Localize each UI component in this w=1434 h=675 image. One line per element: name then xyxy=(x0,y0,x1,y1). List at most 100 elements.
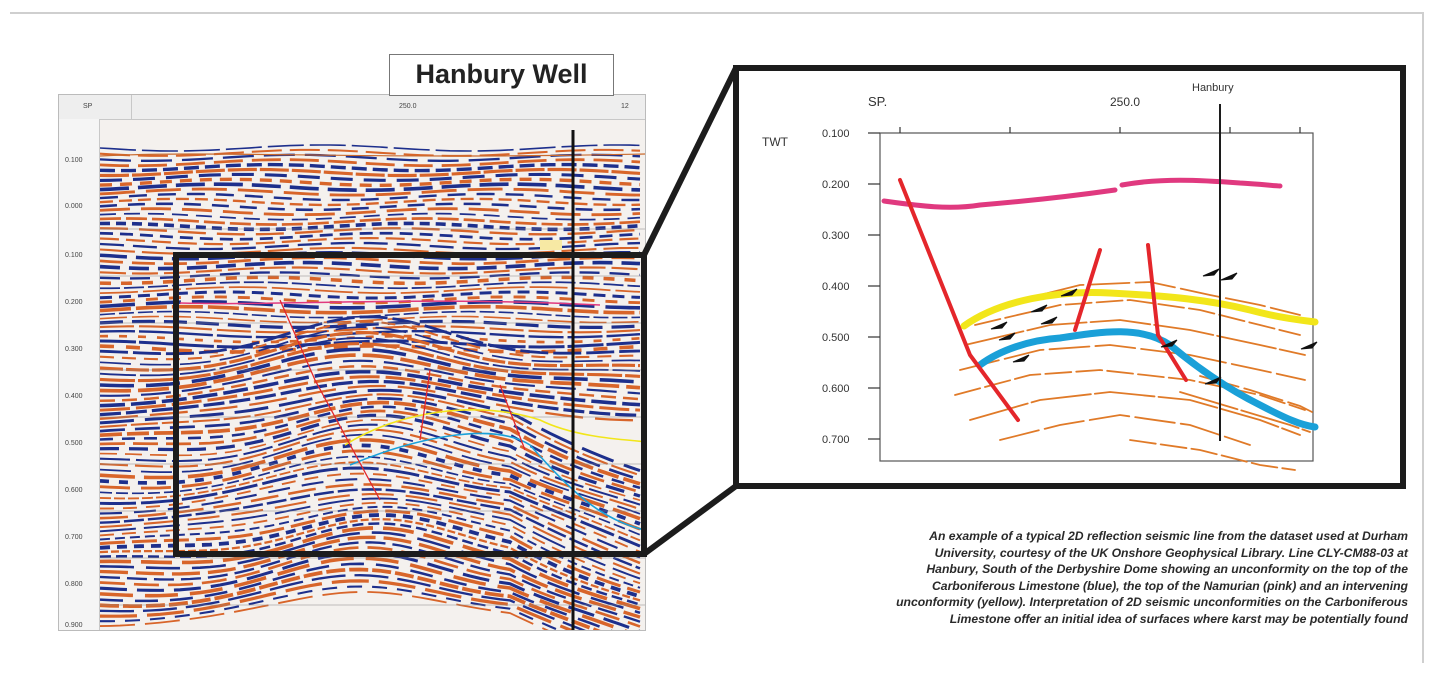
seismic-reflector xyxy=(100,375,641,412)
shotpoint-label: SP xyxy=(83,103,93,110)
shotpoint-right-value: 12 xyxy=(621,103,629,110)
seismic-reflector xyxy=(100,423,641,506)
time-tick: 0.600 xyxy=(65,487,83,494)
seismic-reflector xyxy=(100,337,641,377)
seismic-reflector xyxy=(100,290,641,300)
y-tick-label: 0.500 xyxy=(822,332,850,344)
onlap-arrow xyxy=(1220,272,1238,281)
interpretation-plot-area xyxy=(879,132,1314,462)
seismic-section: SP 250.0 12 0.100 0.000 0.100 0.200 0.30… xyxy=(58,94,646,631)
seismic-reflector xyxy=(100,315,641,324)
seismic-reflections xyxy=(100,120,645,630)
y-tick-label: 0.400 xyxy=(822,281,850,293)
seismic-reflector xyxy=(100,466,641,548)
seismic-reflector xyxy=(100,227,641,236)
onlap-arrow xyxy=(1204,376,1222,385)
seismic-reflector xyxy=(100,167,641,178)
seismic-reflector xyxy=(100,591,549,630)
seismic-reflector xyxy=(100,217,641,226)
fault xyxy=(1073,248,1102,332)
seismic-reflector xyxy=(100,400,641,486)
seismic-reflector xyxy=(100,260,641,271)
seismic-reflector xyxy=(100,428,641,511)
seismic-reflector xyxy=(100,497,641,580)
seismic-reflector xyxy=(100,329,641,339)
reflector-line xyxy=(1129,439,1296,471)
figure-frame xyxy=(10,12,1424,663)
fault xyxy=(279,299,381,501)
namurian-top-horizon xyxy=(881,187,1118,210)
seismic-reflector xyxy=(100,393,641,477)
well-label: Hanbury xyxy=(1192,82,1234,94)
seismic-reflector xyxy=(100,433,641,515)
fault xyxy=(499,384,526,451)
seismic-reflector xyxy=(100,409,641,494)
seismic-reflector xyxy=(100,192,640,202)
seismic-reflector xyxy=(100,505,641,589)
seismic-reflector xyxy=(100,531,641,615)
time-tick: 0.800 xyxy=(65,581,83,588)
seismic-reflector xyxy=(100,478,641,559)
seismic-reflector xyxy=(100,304,641,315)
time-tick: 0.300 xyxy=(65,346,83,353)
seismic-reflector xyxy=(100,182,641,193)
seismic-reflector xyxy=(100,266,641,275)
y-tick-label: 0.100 xyxy=(822,128,850,140)
reflector-line xyxy=(959,344,1306,381)
fault xyxy=(898,178,1020,422)
time-tick: 0.700 xyxy=(65,534,83,541)
seismic-reflector xyxy=(100,579,575,630)
namurian-top-horizon xyxy=(179,300,601,306)
fault xyxy=(419,369,431,441)
seismic-reflector xyxy=(100,315,641,356)
seismic-reflector xyxy=(100,281,641,290)
seismic-reflector xyxy=(100,221,641,232)
seismic-reflector xyxy=(100,397,641,481)
seismic-reflector xyxy=(100,556,628,630)
reflector-line xyxy=(999,281,1301,316)
seismic-reflector xyxy=(100,461,641,542)
surface-line xyxy=(100,153,645,157)
seismic-reflector xyxy=(100,488,641,570)
seismic-reflector xyxy=(100,275,641,286)
onlap-arrow xyxy=(1300,341,1318,350)
onlap-arrow xyxy=(1040,316,1058,325)
seismic-reflector xyxy=(100,438,641,521)
y-tick-label: 0.300 xyxy=(822,230,850,242)
seismic-reflector xyxy=(100,526,641,611)
seismic-reflector xyxy=(100,353,641,393)
time-tick: 0.200 xyxy=(65,299,83,306)
highlight-patch xyxy=(540,240,562,250)
seismic-reflector xyxy=(100,513,641,599)
intervening-unconformity xyxy=(344,409,645,446)
seismic-reflector xyxy=(100,319,641,330)
onlap-arrow xyxy=(990,321,1008,330)
time-tick: 0.100 xyxy=(65,252,83,259)
seismic-reflector xyxy=(100,535,641,619)
time-tick: 0.400 xyxy=(65,393,83,400)
shotpoint-value: 250.0 xyxy=(399,103,417,110)
zoom-connector-bottom xyxy=(642,483,738,557)
seismic-reflector xyxy=(100,562,613,630)
zoom-connector-top xyxy=(641,66,739,257)
reflector-line xyxy=(1179,391,1311,433)
seismic-reflector xyxy=(100,162,641,173)
shotpoint-strip: SP 250.0 12 xyxy=(59,95,645,120)
reflector-line xyxy=(954,369,1306,411)
seismic-reflector xyxy=(100,326,641,366)
seismic-reflector xyxy=(100,574,586,630)
well-title: Hanbury Well xyxy=(415,59,588,89)
seismic-reflector xyxy=(100,443,641,526)
namurian-top-horizon xyxy=(1119,177,1283,189)
time-tick: 0.100 xyxy=(65,157,83,164)
interp-shotpoint-label: SP. xyxy=(868,94,887,109)
seismic-reflector xyxy=(100,546,641,628)
seismic-reflector xyxy=(100,501,641,585)
seismic-reflector xyxy=(100,202,641,212)
interpretation-panel: SP. 250.0 Hanbury TWT 0.100 0.200 0.300 0.4… xyxy=(733,65,1406,489)
seismic-reflector xyxy=(100,330,641,372)
seismic-reflector xyxy=(100,449,641,531)
limestone-top-horizon xyxy=(349,432,645,531)
onlap-arrow xyxy=(1202,268,1220,277)
